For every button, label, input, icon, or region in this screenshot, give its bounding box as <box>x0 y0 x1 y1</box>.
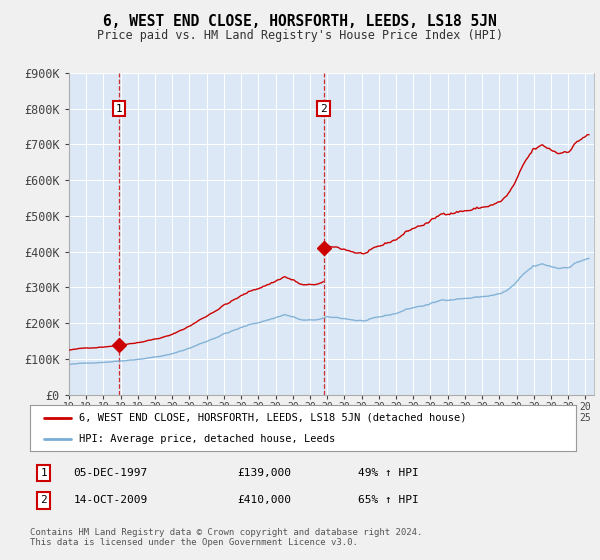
Text: 65% ↑ HPI: 65% ↑ HPI <box>358 496 418 506</box>
Text: HPI: Average price, detached house, Leeds: HPI: Average price, detached house, Leed… <box>79 435 335 444</box>
Text: 2: 2 <box>320 104 327 114</box>
Text: 05-DEC-1997: 05-DEC-1997 <box>74 468 148 478</box>
Text: £410,000: £410,000 <box>238 496 292 506</box>
Text: 6, WEST END CLOSE, HORSFORTH, LEEDS, LS18 5JN (detached house): 6, WEST END CLOSE, HORSFORTH, LEEDS, LS1… <box>79 413 467 423</box>
Text: 1: 1 <box>40 468 47 478</box>
Text: 14-OCT-2009: 14-OCT-2009 <box>74 496 148 506</box>
Text: 1: 1 <box>116 104 122 114</box>
Text: £139,000: £139,000 <box>238 468 292 478</box>
Text: 6, WEST END CLOSE, HORSFORTH, LEEDS, LS18 5JN: 6, WEST END CLOSE, HORSFORTH, LEEDS, LS1… <box>103 14 497 29</box>
Text: Contains HM Land Registry data © Crown copyright and database right 2024.
This d: Contains HM Land Registry data © Crown c… <box>30 528 422 547</box>
Text: 2: 2 <box>40 496 47 506</box>
Text: Price paid vs. HM Land Registry's House Price Index (HPI): Price paid vs. HM Land Registry's House … <box>97 29 503 42</box>
Text: 49% ↑ HPI: 49% ↑ HPI <box>358 468 418 478</box>
